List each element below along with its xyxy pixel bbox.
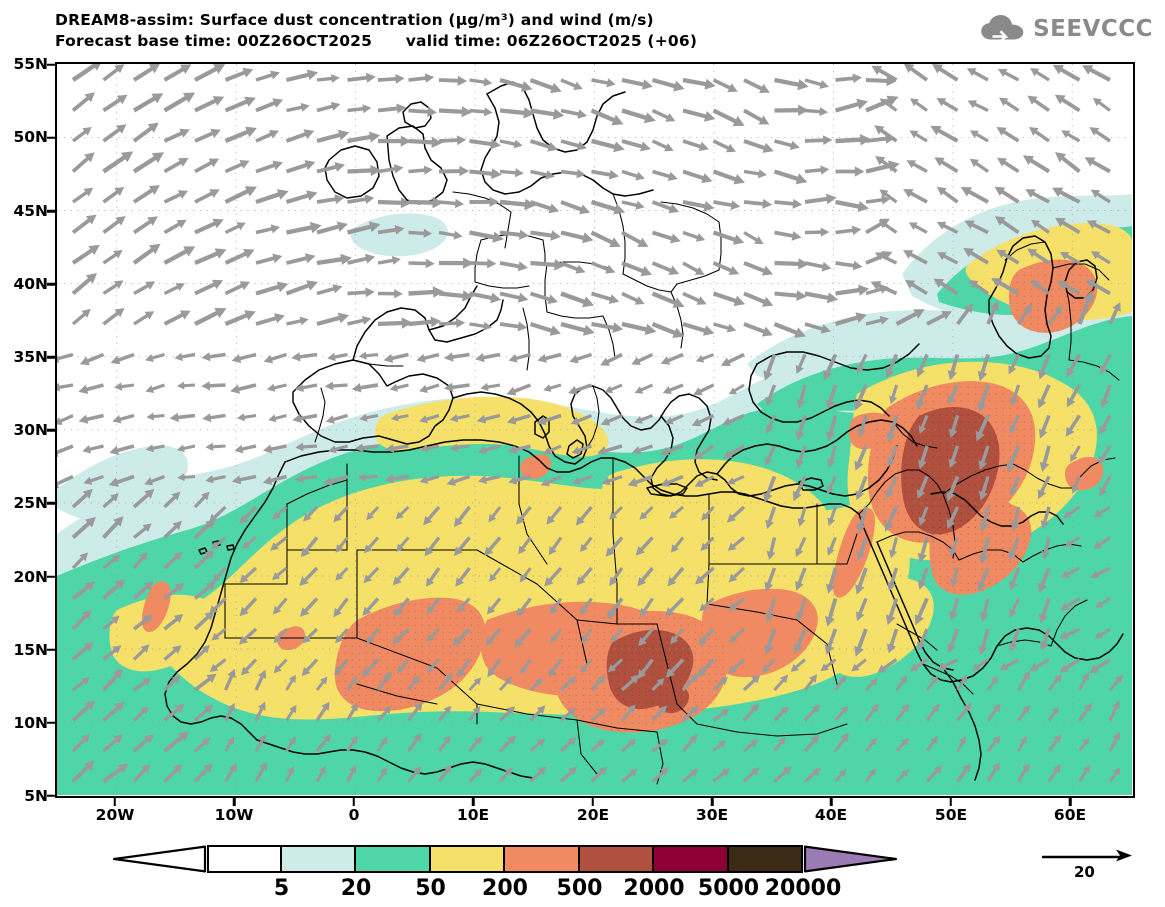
xtick-20W: 20W	[95, 806, 135, 824]
colorbar-label-500: 500	[556, 876, 603, 901]
header: DREAM8-assim: Surface dust concentration…	[0, 0, 1165, 58]
colorbar-cell-0	[207, 845, 282, 873]
colorbar-cells	[207, 845, 803, 873]
page-title: DREAM8-assim: Surface dust concentration…	[55, 11, 654, 29]
ytick-20N: 20N	[13, 568, 48, 586]
xtick-20E: 20E	[576, 806, 610, 824]
colorbar-cell-1	[281, 845, 356, 873]
xtick-60E: 60E	[1053, 806, 1087, 824]
colorbar-label-5000: 5000	[697, 876, 760, 901]
ytick-40N: 40N	[13, 275, 48, 293]
wind-reference-arrow-icon	[1042, 849, 1132, 862]
ytick-10N: 10N	[13, 714, 48, 732]
colorbar-label-20: 20	[340, 876, 372, 901]
logo-text: SEEVCCC	[1033, 16, 1153, 42]
colorbar-cell-4	[505, 845, 580, 873]
ytick-35N: 35N	[13, 348, 48, 366]
colorbar-cell-2	[356, 845, 431, 873]
colorbar-cell-7	[728, 845, 803, 873]
colorbar-label-20000: 20000	[764, 876, 842, 901]
ytick-55N: 55N	[13, 55, 48, 73]
dust-concentration-map	[57, 64, 1132, 795]
title-block: DREAM8-assim: Surface dust concentration…	[55, 10, 697, 52]
map-plot-area	[47, 62, 1135, 806]
xtick-40E: 40E	[814, 806, 848, 824]
ytick-25N: 25N	[13, 494, 48, 512]
colorbar-over-arrow	[803, 845, 898, 873]
colorbar-label-200: 200	[482, 876, 528, 901]
ytick-15N: 15N	[13, 641, 48, 659]
ytick-30N: 30N	[13, 421, 48, 439]
wind-vectors	[57, 64, 1123, 784]
ytick-45N: 45N	[13, 202, 48, 220]
ytick-50N: 50N	[13, 128, 48, 146]
xtick-0: 0	[348, 806, 360, 824]
colorbar-under-arrow	[112, 845, 207, 873]
dust-stipple-overlay	[334, 259, 1098, 733]
colorbar-cell-3	[430, 845, 505, 873]
xtick-10W: 10W	[214, 806, 254, 824]
forecast-time-line: Forecast base time: 00Z26OCT2025 valid t…	[55, 32, 698, 50]
colorbar-cell-5	[579, 845, 654, 873]
map-frame	[55, 62, 1135, 798]
cloud-arrow-icon	[981, 15, 1024, 43]
colorbar-cell-6	[654, 845, 729, 873]
colorbar-label-2000: 2000	[623, 876, 685, 901]
wind-key-label: 20	[1074, 863, 1095, 881]
xtick-10E: 10E	[456, 806, 490, 824]
xtick-50E: 50E	[934, 806, 968, 824]
ytick-5N: 5N	[24, 787, 48, 805]
wind-scale-key: 20	[1040, 846, 1140, 881]
map-gridlines	[57, 64, 1132, 795]
colorbar-label-5: 5	[273, 876, 290, 901]
colorbar-label-50: 50	[415, 876, 446, 901]
xtick-30E: 30E	[695, 806, 729, 824]
seevccc-logo: SEEVCCC	[980, 14, 1153, 44]
